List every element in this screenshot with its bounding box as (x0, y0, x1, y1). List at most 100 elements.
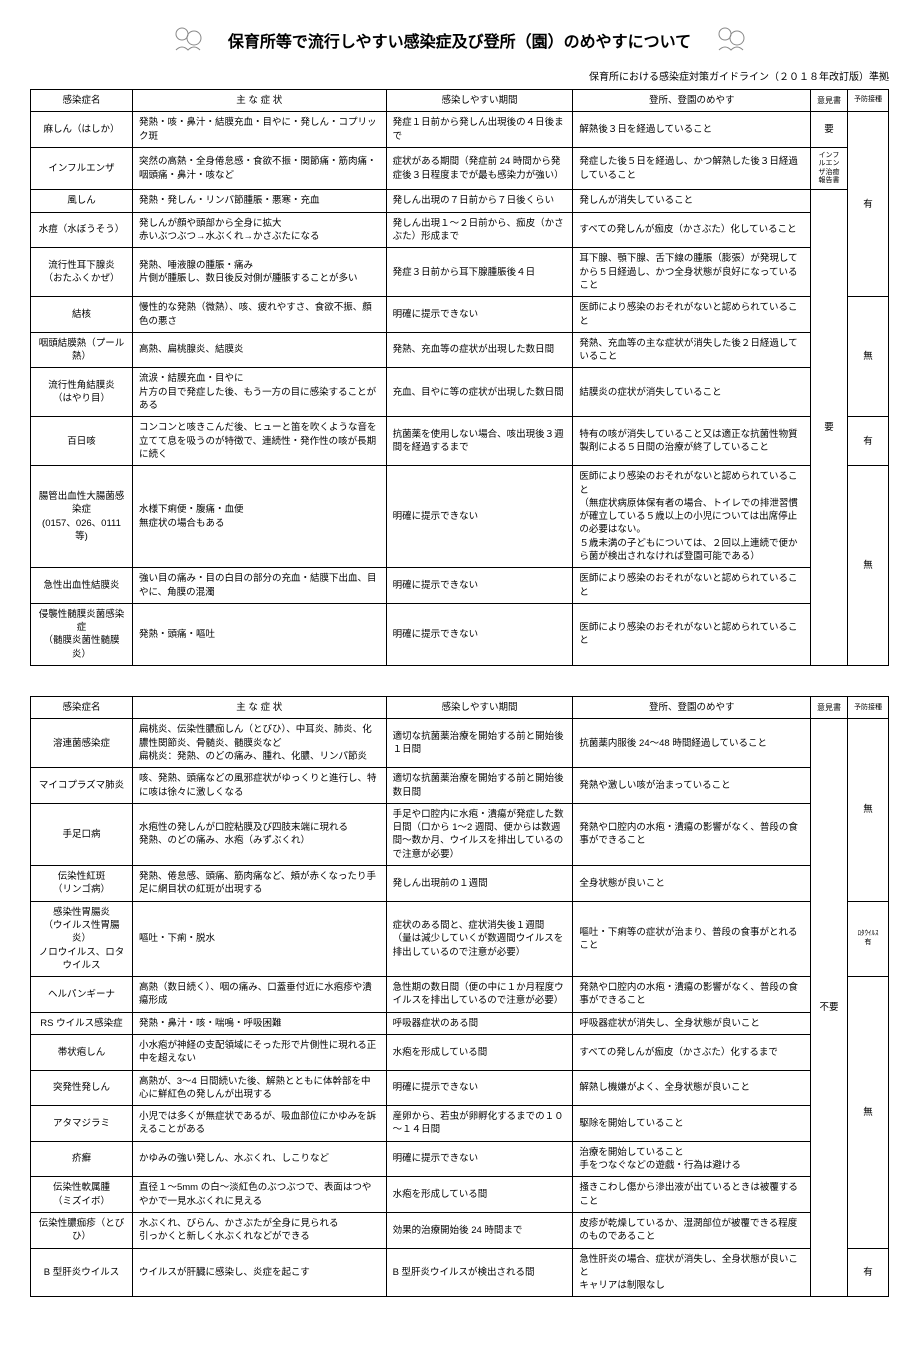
cell-symptom: 発熱・頭痛・嘔吐 (132, 603, 386, 665)
table-row: ヘルパンギーナ高熱（数日続く）、咽の痛み、口蓋垂付近に水疱疹や潰瘍形成急性期の数… (31, 977, 889, 1013)
cell-return: 発しんが消失していること (573, 190, 811, 212)
cell-symptom: かゆみの強い発しん、水ぶくれ、しこりなど (132, 1141, 386, 1177)
cell-period: 症状がある期間（発症前 24 時間から発症後３日程度までが最も感染力が強い） (386, 147, 573, 190)
cell-return: 特有の咳が消失していること又は適正な抗菌性物質製剤による５日間の治療が終了してい… (573, 417, 811, 466)
table-row: 侵襲性髄膜炎菌感染症（髄膜炎菌性髄膜炎）発熱・頭痛・嘔吐明確に提示できない医師に… (31, 603, 889, 665)
table-row: インフルエンザ突然の高熱・全身倦怠感・食欲不振・関節痛・筋肉痛・咽頭痛・鼻汁・咳… (31, 147, 889, 190)
table-row: 伝染性膿痂疹（とびひ）水ぶくれ、びらん、かさぶたが全身に見られる引っかくと新しく… (31, 1212, 889, 1248)
cell-return: 耳下腺、顎下腺、舌下線の腫脹（膨張）が発現してから５日経過し、かつ全身状態が良好… (573, 248, 811, 297)
cell-name: 咽頭結膜熱（プール熱） (31, 332, 133, 368)
cell-symptom: 高熱（数日続く）、咽の痛み、口蓋垂付近に水疱疹や潰瘍形成 (132, 977, 386, 1013)
th-return: 登所、登園のめやす (573, 90, 811, 112)
cell-period: 明確に提示できない (386, 568, 573, 604)
table-row: B 型肝炎ウイルスウイルスが肝臓に感染し、炎症を起こすB 型肝炎ウイルスが検出さ… (31, 1248, 889, 1297)
cell-vacc: 無 (847, 719, 888, 901)
cell-period: 呼吸器症状のある間 (386, 1012, 573, 1034)
cell-name: 腸管出血性大腸菌感染症(0157、026、0111 等) (31, 466, 133, 568)
cell-period: 充血、目やに等の症状が出現した数日間 (386, 368, 573, 417)
cell-period: 急性期の数日間（便の中に１か月程度ウイルスを排出しているので注意が必要） (386, 977, 573, 1013)
cell-vacc: 有 (847, 1248, 888, 1297)
cell-cert: インフルエンザ治癒報告書 (810, 147, 847, 190)
cell-symptom: 発熱、倦怠感、頭痛、筋肉痛など、頬が赤くなったり手足に網目状の紅斑が出現する (132, 866, 386, 902)
cell-name: ヘルパンギーナ (31, 977, 133, 1013)
th-return: 登所、登園のめやす (573, 697, 811, 719)
cell-name: 麻しん（はしか） (31, 112, 133, 148)
cell-period: 発しん出現１～２日前から、痂皮（かさぶた）形成まで (386, 212, 573, 248)
cell-symptom: 発しんが顔や頭部から全身に拡大赤いぶつぶつ→水ぶくれ→かさぶたになる (132, 212, 386, 248)
th-period: 感染しやすい期間 (386, 697, 573, 719)
cell-symptom: 扁桃炎、伝染性膿痂しん（とびひ）、中耳炎、肺炎、化膿性関節炎、骨髄炎、髄膜炎など… (132, 719, 386, 768)
table-row: 伝染性紅斑（リンゴ病）発熱、倦怠感、頭痛、筋肉痛など、頬が赤くなったり手足に網目… (31, 866, 889, 902)
disease-table-2: 感染症名 主 な 症 状 感染しやすい期間 登所、登園のめやす 意見書 予防接種… (30, 696, 889, 1297)
cell-name: RS ウイルス感染症 (31, 1012, 133, 1034)
table-row: 手足口病水疱性の発しんが口腔粘膜及び四肢末端に現れる発熱、のどの痛み、水疱（みず… (31, 803, 889, 865)
table-row: 腸管出血性大腸菌感染症(0157、026、0111 等)水様下痢便・腹痛・血便無… (31, 466, 889, 568)
cell-return: 皮疹が乾燥しているか、湿潤部位が被覆できる程度のものであること (573, 1212, 811, 1248)
cell-period: 発熱、充血等の症状が出現した数日間 (386, 332, 573, 368)
cell-return: 医師により感染のおそれがないと認められていること (573, 568, 811, 604)
cell-symptom: コンコンと咳きこんだ後、ヒューと笛を吹くような音を立てて息を吸うのが特徴で、連続… (132, 417, 386, 466)
cell-name: 侵襲性髄膜炎菌感染症（髄膜炎菌性髄膜炎） (31, 603, 133, 665)
cell-cert: 要 (810, 190, 847, 666)
cell-vacc: ﾛﾀｳｲﾙｽ有 (847, 901, 888, 976)
cell-return: 掻きこわし傷から滲出液が出ているときは被覆すること (573, 1177, 811, 1213)
cell-symptom: 強い目の痛み・目の白目の部分の充血・結膜下出血、目やに、角膜の混濁 (132, 568, 386, 604)
cell-name: 百日咳 (31, 417, 133, 466)
cell-symptom: 小児では多くが無症状であるが、吸血部位にかゆみを訴えることがある (132, 1106, 386, 1142)
cell-name: 感染性胃腸炎（ウイルス性胃腸炎）ノロウイルス、ロタウイルス (31, 901, 133, 976)
cell-vacc: 有 (847, 417, 888, 466)
cell-period: 明確に提示できない (386, 297, 573, 333)
cell-symptom: 小水疱が神経の支配領域にそった形で片側性に現れる正中を超えない (132, 1035, 386, 1071)
cell-period: 水疱を形成している間 (386, 1035, 573, 1071)
cell-cert: 不要 (810, 719, 847, 1297)
cell-name: 帯状疱しん (31, 1035, 133, 1071)
table-row: 風しん発熱・発しん・リンパ節腫脹・悪寒・充血発しん出現の７日前から７日後くらい発… (31, 190, 889, 212)
cell-vacc: 無 (847, 977, 888, 1248)
cell-return: 嘔吐・下痢等の症状が治まり、普段の食事がとれること (573, 901, 811, 976)
cell-name: 結核 (31, 297, 133, 333)
table-row: 結核慢性的な発熱（微熱）、咳、疲れやすさ、食欲不振、顔色の悪さ明確に提示できない… (31, 297, 889, 333)
cell-symptom: 高熱が、3～4 日間続いた後、解熱とともに体幹部を中心に鮮紅色の発しんが出現する (132, 1070, 386, 1106)
th-name: 感染症名 (31, 697, 133, 719)
table-row: 水痘（水ぼうそう）発しんが顔や頭部から全身に拡大赤いぶつぶつ→水ぶくれ→かさぶた… (31, 212, 889, 248)
cell-name: 流行性耳下腺炎（おたふくかぜ） (31, 248, 133, 297)
cell-period: 適切な抗菌薬治療を開始する前と開始後数日間 (386, 768, 573, 804)
table-row: 流行性耳下腺炎（おたふくかぜ）発熱、唾液腺の腫脹・痛み片側が腫脹し、数日後反対側… (31, 248, 889, 297)
cell-symptom: 流涙・結膜充血・目やに片方の目で発症した後、もう一方の目に感染することがある (132, 368, 386, 417)
cell-symptom: 慢性的な発熱（微熱）、咳、疲れやすさ、食欲不振、顔色の悪さ (132, 297, 386, 333)
cell-name: 疥癬 (31, 1141, 133, 1177)
cell-vacc: 無 (847, 297, 888, 417)
table-row: 急性出血性結膜炎強い目の痛み・目の白目の部分の充血・結膜下出血、目やに、角膜の混… (31, 568, 889, 604)
cell-symptom: 高熱、扁桃腺炎、結膜炎 (132, 332, 386, 368)
cell-return: 駆除を開始していること (573, 1106, 811, 1142)
cell-vacc: 有 (847, 112, 888, 297)
table-row: 百日咳コンコンと咳きこんだ後、ヒューと笛を吹くような音を立てて息を吸うのが特徴で… (31, 417, 889, 466)
cell-period: B 型肝炎ウイルスが検出される間 (386, 1248, 573, 1297)
table-row: アタマジラミ小児では多くが無症状であるが、吸血部位にかゆみを訴えることがある産卵… (31, 1106, 889, 1142)
table-row: RS ウイルス感染症発熱・鼻汁・咳・喘鳴・呼吸困難呼吸器症状のある間呼吸器症状が… (31, 1012, 889, 1034)
cell-name: 伝染性軟属腫（ミズイボ） (31, 1177, 133, 1213)
cell-name: B 型肝炎ウイルス (31, 1248, 133, 1297)
table-header-row: 感染症名 主 な 症 状 感染しやすい期間 登所、登園のめやす 意見書 予防接種 (31, 697, 889, 719)
cell-symptom: 水疱性の発しんが口腔粘膜及び四肢末端に現れる発熱、のどの痛み、水疱（みずぶくれ） (132, 803, 386, 865)
cell-symptom: 発熱・咳・鼻汁・結膜充血・目やに・発しん・コプリック斑 (132, 112, 386, 148)
table-row: 伝染性軟属腫（ミズイボ）直径１～5mm の白～淡紅色のぶつぶつで、表面はつややか… (31, 1177, 889, 1213)
cell-period: 明確に提示できない (386, 1141, 573, 1177)
table-header-row: 感染症名 主 な 症 状 感染しやすい期間 登所、登園のめやす 意見書 予防接種 (31, 90, 889, 112)
cell-name: 手足口病 (31, 803, 133, 865)
cell-period: 症状のある間と、症状消失後１週間（量は減少していくが数週間ウイルスを排出している… (386, 901, 573, 976)
cell-name: 水痘（水ぼうそう） (31, 212, 133, 248)
cell-period: 発症３日前から耳下腺腫脹後４日 (386, 248, 573, 297)
cell-vacc: 無 (847, 466, 888, 666)
cell-name: 急性出血性結膜炎 (31, 568, 133, 604)
cell-return: 医師により感染のおそれがないと認められていること (573, 603, 811, 665)
cell-return: 解熱後３日を経過していること (573, 112, 811, 148)
th-cert: 意見書 (810, 697, 847, 719)
cell-return: 発熱や口腔内の水疱・潰瘍の影響がなく、普段の食事ができること (573, 803, 811, 865)
th-symptom: 主 な 症 状 (132, 90, 386, 112)
cell-symptom: 発熱・鼻汁・咳・喘鳴・呼吸困難 (132, 1012, 386, 1034)
th-symptom: 主 な 症 状 (132, 697, 386, 719)
cell-symptom: 咳、発熱、頭痛などの風邪症状がゆっくりと進行し、特に咳は徐々に激しくなる (132, 768, 386, 804)
cell-period: 明確に提示できない (386, 466, 573, 568)
cell-period: 効果的治療開始後 24 時間まで (386, 1212, 573, 1248)
